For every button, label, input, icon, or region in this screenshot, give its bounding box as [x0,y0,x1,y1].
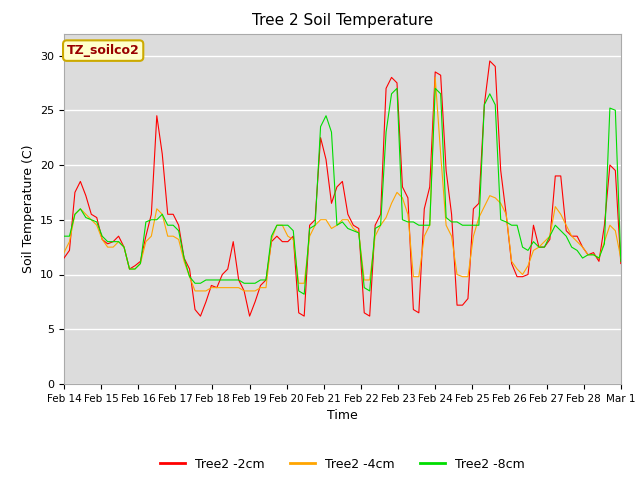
Title: Tree 2 Soil Temperature: Tree 2 Soil Temperature [252,13,433,28]
Legend: Tree2 -2cm, Tree2 -4cm, Tree2 -8cm: Tree2 -2cm, Tree2 -4cm, Tree2 -8cm [156,453,529,476]
Y-axis label: Soil Temperature (C): Soil Temperature (C) [22,144,35,273]
Text: TZ_soilco2: TZ_soilco2 [67,44,140,57]
X-axis label: Time: Time [327,409,358,422]
